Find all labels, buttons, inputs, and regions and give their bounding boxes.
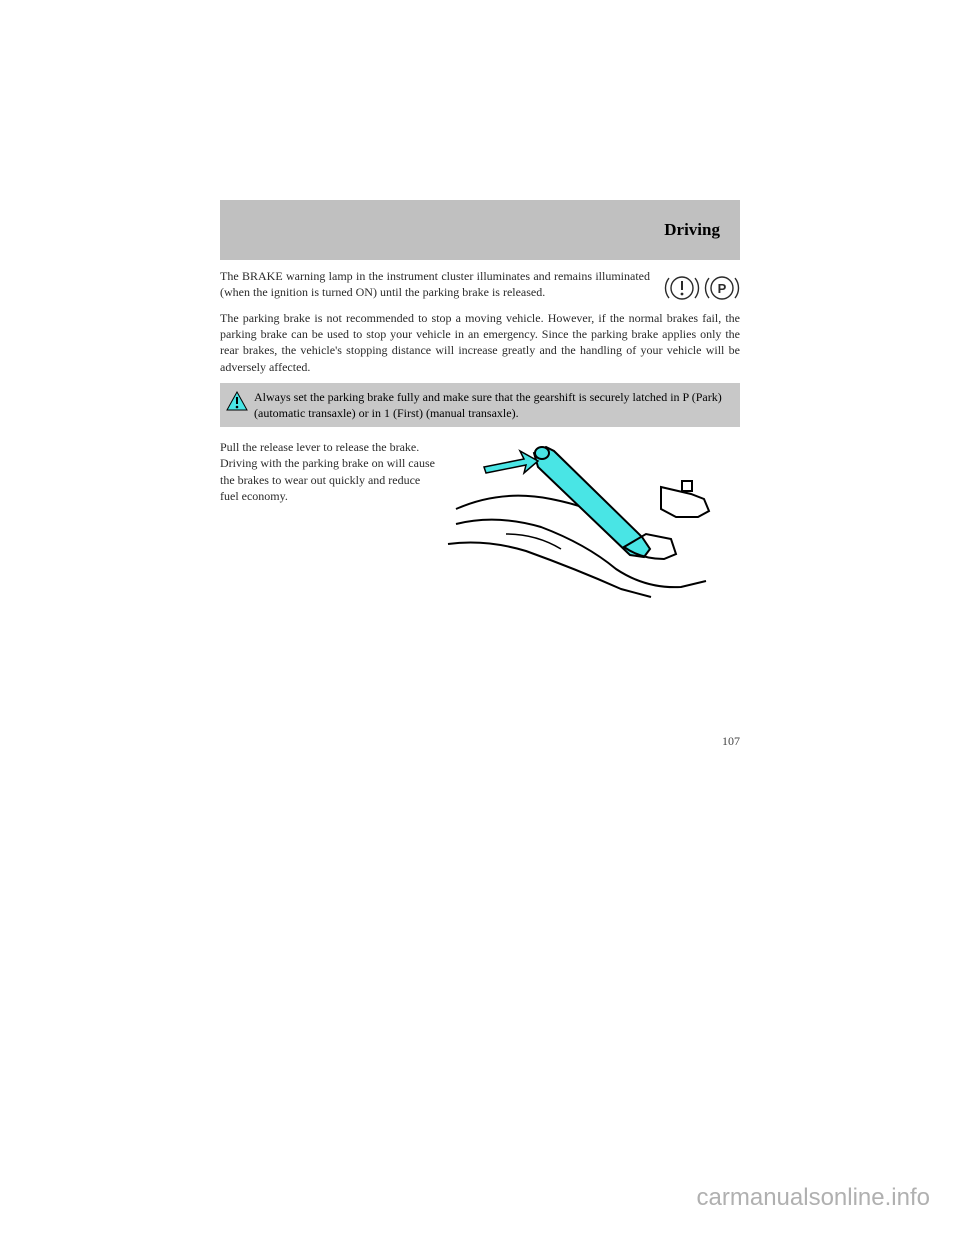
svg-text:P: P bbox=[718, 281, 727, 296]
warning-text: Always set the parking brake fully and m… bbox=[254, 389, 732, 421]
header-bar: Driving bbox=[220, 200, 740, 260]
warning-triangle-icon bbox=[226, 391, 248, 411]
paragraph-release: Pull the release lever to release the br… bbox=[220, 439, 438, 614]
brake-exclaim-icon bbox=[664, 270, 700, 306]
page-title: Driving bbox=[664, 220, 720, 240]
warning-box: Always set the parking brake fully and m… bbox=[220, 383, 740, 427]
parking-brake-diagram bbox=[446, 439, 740, 614]
page-number: 107 bbox=[220, 734, 740, 749]
paragraph-brake-lamp: The BRAKE warning lamp in the instrument… bbox=[220, 268, 654, 306]
brake-warning-icons: P bbox=[664, 268, 740, 306]
content-area: The BRAKE warning lamp in the instrument… bbox=[220, 260, 740, 749]
brake-p-icon: P bbox=[704, 270, 740, 306]
paragraph-emergency: The parking brake is not recommended to … bbox=[220, 310, 740, 375]
watermark: carmanualsonline.info bbox=[697, 1184, 930, 1212]
